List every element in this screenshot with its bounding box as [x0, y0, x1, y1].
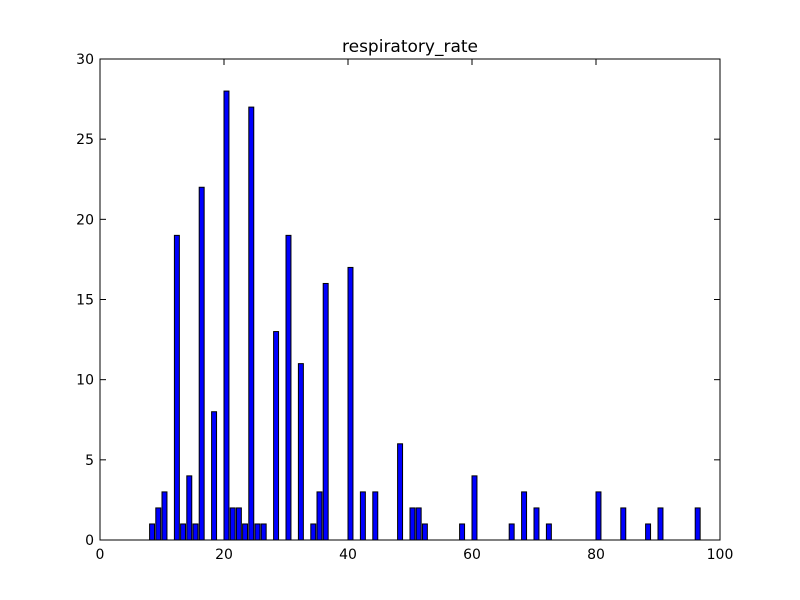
bar	[198, 186, 205, 541]
bar	[149, 523, 156, 541]
y-tick-label: 15	[76, 293, 94, 309]
bar	[155, 507, 162, 541]
bar	[235, 507, 242, 541]
bar	[186, 475, 193, 541]
bar	[372, 491, 379, 541]
y-tick-label: 0	[85, 533, 94, 549]
bar	[297, 363, 304, 541]
x-tick-label: 100	[707, 547, 734, 563]
bar	[310, 523, 317, 541]
bar	[180, 523, 187, 541]
bar	[229, 507, 236, 541]
bar	[211, 411, 218, 541]
x-tick-label: 60	[463, 547, 481, 563]
bar	[595, 491, 602, 541]
y-tick-label: 30	[76, 52, 94, 68]
bar	[521, 491, 528, 541]
plot-frame	[99, 58, 721, 541]
bar	[645, 523, 652, 541]
y-tick-label: 20	[76, 212, 94, 228]
bar	[415, 507, 422, 541]
bar	[459, 523, 466, 541]
bar	[397, 443, 404, 541]
x-tick-label: 20	[215, 547, 233, 563]
bar	[173, 234, 180, 541]
bar	[254, 523, 261, 541]
bars-group	[149, 90, 701, 541]
bar	[316, 491, 323, 541]
bar	[545, 523, 552, 541]
y-tick-label: 10	[76, 373, 94, 389]
bar	[694, 507, 701, 541]
chart-title: respiratory_rate	[342, 37, 478, 57]
bar	[657, 507, 664, 541]
bar	[223, 90, 230, 541]
bar	[192, 523, 199, 541]
bar	[273, 331, 280, 541]
bar	[359, 491, 366, 541]
bar	[421, 523, 428, 541]
y-tick-label: 25	[76, 132, 94, 148]
x-tick-label: 0	[96, 547, 105, 563]
y-tick-label: 5	[85, 453, 94, 469]
bar	[285, 234, 292, 541]
bar	[620, 507, 627, 541]
bar	[471, 475, 478, 541]
x-tick-label: 80	[587, 547, 605, 563]
bar	[322, 282, 329, 541]
bar	[242, 523, 249, 541]
bar	[508, 523, 515, 541]
bar	[409, 507, 416, 541]
axes-group: 0 20 40 60 80 100 0 5 10 15 20 25 30	[76, 52, 733, 563]
bar	[347, 266, 354, 541]
bar	[248, 106, 255, 541]
bar	[533, 507, 540, 541]
bar	[260, 523, 267, 541]
bar	[161, 491, 168, 541]
x-tick-label: 40	[339, 547, 357, 563]
